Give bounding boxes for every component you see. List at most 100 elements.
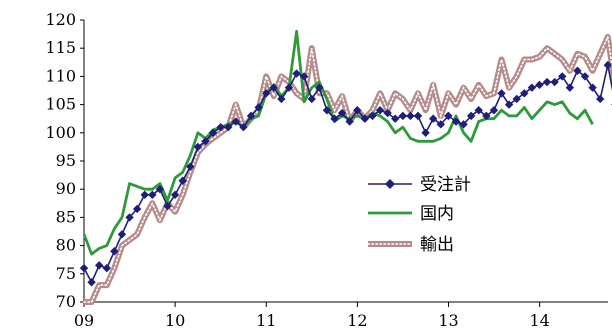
data-point-total bbox=[466, 111, 476, 121]
data-point-total bbox=[79, 263, 89, 273]
data-point-total bbox=[163, 201, 172, 211]
data-point-total bbox=[125, 213, 134, 222]
y-tick-label: 100 bbox=[45, 123, 76, 142]
data-point-total bbox=[482, 111, 491, 121]
series-layer bbox=[79, 29, 612, 305]
data-point-total bbox=[353, 106, 362, 115]
data-point-total bbox=[117, 230, 127, 239]
legend-marker bbox=[385, 179, 395, 189]
data-point-total bbox=[383, 108, 392, 118]
y-tick-label: 95 bbox=[56, 151, 76, 170]
data-point-total bbox=[504, 100, 514, 109]
data-point-total bbox=[391, 114, 400, 123]
data-point-total bbox=[406, 111, 415, 121]
data-point-total bbox=[345, 117, 354, 126]
data-point-total bbox=[535, 80, 544, 90]
data-point-total bbox=[322, 106, 332, 115]
data-point-total bbox=[444, 111, 453, 121]
x-tick-label: 12 bbox=[347, 311, 367, 330]
data-point-total bbox=[292, 69, 301, 78]
data-point-total bbox=[216, 122, 225, 132]
data-point-total bbox=[140, 190, 149, 200]
series-1 bbox=[79, 60, 612, 287]
data-point-total bbox=[580, 72, 590, 81]
data-point-total bbox=[595, 94, 605, 104]
data-point-total bbox=[148, 190, 157, 200]
data-point-total bbox=[474, 106, 483, 115]
data-point-total bbox=[239, 122, 248, 132]
data-point-total bbox=[224, 122, 233, 132]
x-tick-label: 14 bbox=[529, 311, 549, 330]
y-tick-label: 75 bbox=[56, 264, 76, 283]
data-point-total bbox=[246, 111, 256, 121]
data-point-total bbox=[261, 89, 271, 98]
data-point-total bbox=[459, 120, 468, 129]
y-tick-label: 105 bbox=[45, 95, 76, 114]
legend-label: 輸出 bbox=[420, 235, 454, 255]
series-line-export bbox=[84, 33, 612, 305]
legend-item: 国内 bbox=[368, 204, 454, 224]
series-line-export-dots bbox=[83, 34, 612, 303]
data-point-total bbox=[87, 278, 96, 287]
legend-item: 輸出 bbox=[367, 235, 454, 255]
data-point-total bbox=[299, 72, 309, 81]
y-tick-label: 115 bbox=[45, 38, 76, 57]
data-point-total bbox=[132, 204, 142, 214]
data-point-total bbox=[413, 111, 423, 121]
data-point-total bbox=[360, 114, 370, 123]
x-tick-labels: 09 10 11 12 13 14 bbox=[74, 311, 550, 330]
legend-label: 受注計 bbox=[420, 175, 471, 195]
data-point-total bbox=[186, 162, 195, 171]
data-point-total bbox=[451, 117, 461, 126]
y-tick-labels: 70 75 80 85 90 95 100 105 110 115 120 bbox=[45, 10, 76, 311]
data-point-total bbox=[421, 128, 430, 137]
data-point-total bbox=[436, 120, 445, 129]
data-point-total bbox=[520, 89, 529, 98]
data-point-total bbox=[375, 106, 385, 115]
data-point-total bbox=[603, 60, 612, 70]
data-point-total bbox=[315, 83, 324, 92]
data-point-total bbox=[337, 108, 347, 118]
data-point-total bbox=[330, 114, 339, 123]
y-tick-label: 90 bbox=[56, 179, 76, 198]
data-point-total bbox=[565, 83, 575, 92]
data-point-total bbox=[94, 261, 104, 270]
data-point-total bbox=[155, 185, 165, 194]
data-point-total bbox=[170, 190, 180, 200]
data-point-total bbox=[542, 77, 552, 87]
y-tick-label: 85 bbox=[56, 207, 76, 226]
x-tick-label: 10 bbox=[165, 311, 185, 330]
data-point-total bbox=[512, 94, 521, 104]
x-tick-label: 09 bbox=[74, 311, 94, 330]
data-point-total bbox=[102, 263, 111, 273]
data-point-total bbox=[588, 83, 597, 92]
data-point-total bbox=[284, 83, 294, 92]
data-point-total bbox=[277, 94, 286, 104]
axes bbox=[80, 19, 608, 307]
data-point-total bbox=[231, 117, 241, 126]
legend-item: 受注計 bbox=[368, 175, 471, 195]
data-point-total bbox=[193, 142, 203, 152]
data-point-total bbox=[269, 83, 278, 92]
data-point-total bbox=[307, 94, 316, 104]
data-point-total bbox=[497, 89, 506, 98]
data-point-total bbox=[550, 77, 559, 87]
y-tick-label: 120 bbox=[45, 10, 76, 29]
data-point-total bbox=[110, 247, 119, 256]
data-point-total bbox=[398, 111, 408, 121]
data-point-total bbox=[573, 66, 582, 75]
y-tick-label: 80 bbox=[56, 236, 76, 255]
data-point-total bbox=[428, 114, 438, 123]
series-line-total bbox=[83, 64, 612, 284]
data-point-total bbox=[527, 83, 537, 92]
y-tick-label: 70 bbox=[56, 292, 76, 311]
data-point-total bbox=[489, 106, 499, 115]
x-tick-label: 13 bbox=[438, 311, 458, 330]
x-tick-label: 11 bbox=[256, 311, 276, 330]
data-point-total bbox=[201, 137, 210, 146]
data-point-total bbox=[558, 72, 567, 81]
data-point-total bbox=[208, 128, 218, 137]
series-3 bbox=[83, 33, 612, 305]
